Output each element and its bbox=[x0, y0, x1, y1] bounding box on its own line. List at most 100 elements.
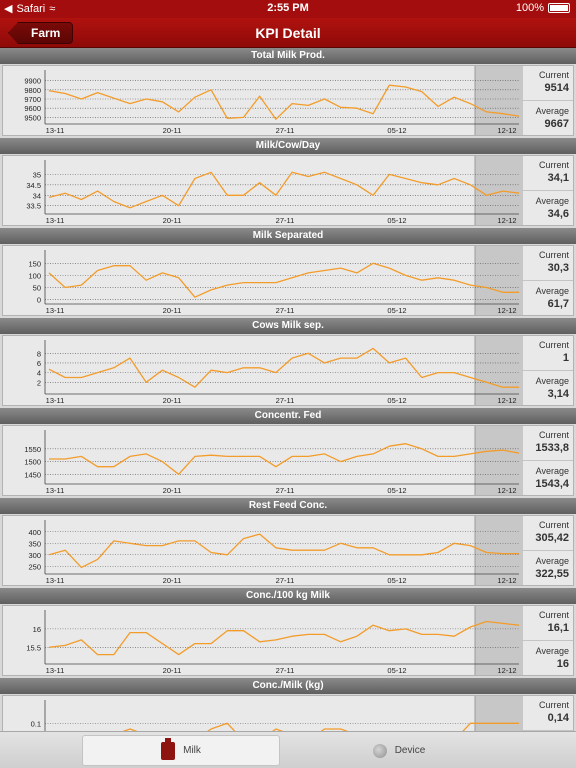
average-value: 34,6 bbox=[547, 208, 569, 220]
y-tick-label: 15.5 bbox=[26, 643, 41, 652]
x-tick-label: 27-11 bbox=[276, 216, 295, 225]
y-tick-label: 8 bbox=[37, 349, 41, 358]
y-tick-label: 34 bbox=[33, 191, 41, 200]
current-label: Current bbox=[538, 340, 569, 350]
y-tick-label: 9900 bbox=[24, 77, 41, 86]
kpi-stats: Current 9514 Average 9667 bbox=[521, 66, 573, 135]
series-line bbox=[48, 620, 520, 656]
status-left: ◀ Safari ≈ bbox=[4, 2, 56, 16]
series-line bbox=[48, 262, 519, 298]
tab-milk[interactable]: Milk bbox=[82, 735, 280, 766]
kpi-panel[interactable]: Total Milk Prod. 9500 9600 9700 9800 9900 13-1… bbox=[0, 48, 576, 138]
current-period-shade bbox=[475, 66, 523, 135]
y-tick-label: 9500 bbox=[24, 113, 41, 122]
kpi-line-chart: 0 50 100 150 13-11 20-11 27-11 05-12 12-12 bbox=[28, 246, 523, 315]
x-tick-label: 12-12 bbox=[497, 486, 516, 495]
current-value: 0,14 bbox=[547, 712, 569, 724]
series-line bbox=[122, 722, 519, 731]
x-tick-label: 27-11 bbox=[276, 126, 295, 135]
y-tick-label: 350 bbox=[28, 539, 41, 548]
x-tick-label: 20-11 bbox=[163, 396, 182, 405]
x-tick-label: 20-11 bbox=[163, 486, 182, 495]
kpi-panel[interactable]: Milk Separated 0 50 100 150 13-11 20-11 27-11 05… bbox=[0, 228, 576, 318]
kpi-list[interactable]: Total Milk Prod. 9500 9600 9700 9800 9900 13-1… bbox=[0, 48, 576, 731]
current-period-shade bbox=[475, 246, 523, 315]
y-tick-label: 33.5 bbox=[26, 202, 41, 211]
wifi-icon: ≈ bbox=[49, 2, 56, 15]
current-label: Current bbox=[538, 700, 569, 710]
x-tick-label: 20-11 bbox=[163, 306, 182, 315]
current-label: Current bbox=[538, 160, 569, 170]
kpi-panel-title: Total Milk Prod. bbox=[0, 48, 576, 64]
y-tick-label: 250 bbox=[28, 562, 41, 571]
y-tick-label: 1450 bbox=[24, 470, 41, 479]
x-tick-label: 12-12 bbox=[497, 126, 516, 135]
y-tick-label: 9700 bbox=[24, 95, 41, 104]
y-tick-label: 100 bbox=[28, 271, 41, 280]
stats-divider bbox=[521, 730, 573, 731]
x-tick-label: 05-12 bbox=[387, 396, 406, 405]
current-value: 9514 bbox=[544, 82, 569, 94]
back-to-app-icon[interactable]: ◀ bbox=[4, 3, 13, 15]
series-line bbox=[48, 533, 519, 569]
kpi-stats: Current 34,1 Average 34,6 bbox=[521, 156, 573, 225]
x-tick-label: 13-11 bbox=[46, 486, 65, 495]
x-tick-label: 05-12 bbox=[387, 216, 406, 225]
x-tick-label: 13-11 bbox=[46, 396, 65, 405]
x-tick-label: 27-11 bbox=[276, 666, 295, 675]
x-tick-label: 05-12 bbox=[387, 486, 406, 495]
current-label: Current bbox=[538, 250, 569, 260]
tab-device[interactable]: Device bbox=[300, 735, 498, 766]
current-period-shade bbox=[475, 336, 523, 405]
kpi-panel[interactable]: Rest Feed Conc. 250 300 350 400 13-11 20-11 27-… bbox=[0, 498, 576, 588]
average-value: 9667 bbox=[544, 118, 569, 130]
kpi-panel-title: Conc./100 kg Milk bbox=[0, 588, 576, 604]
kpi-panel[interactable]: Milk/Cow/Day 33.5 34 34.5 35 13-11 20-11 27-11 0… bbox=[0, 138, 576, 228]
current-label: Current bbox=[538, 430, 569, 440]
kpi-line-chart: 1450 1500 1550 13-11 20-11 27-11 05-12 12-12 bbox=[24, 426, 523, 495]
x-tick-label: 12-12 bbox=[497, 576, 516, 585]
x-tick-label: 27-11 bbox=[276, 576, 295, 585]
y-tick-label: 0.1 bbox=[31, 719, 41, 728]
tab-bar: Milk Device bbox=[0, 731, 576, 768]
kpi-stats: Current 30,3 Average 61,7 bbox=[521, 246, 573, 315]
series-line bbox=[48, 171, 520, 209]
tab-device-label: Device bbox=[394, 745, 426, 756]
kpi-panel-body: 33.5 34 34.5 35 13-11 20-11 27-11 05-12 12-12 Cur… bbox=[2, 155, 574, 226]
kpi-panel[interactable]: Concentr. Fed 1450 1500 1550 13-11 20-11 27-11… bbox=[0, 408, 576, 498]
back-button[interactable]: Farm bbox=[8, 22, 74, 44]
current-value: 30,3 bbox=[547, 262, 569, 274]
kpi-stats: Current 1533,8 Average 1543,4 bbox=[521, 426, 573, 495]
kpi-panel-body: 9500 9600 9700 9800 9900 13-11 20-11 27-11 05-12… bbox=[2, 65, 574, 136]
kpi-line-chart: 15.5 16 13-11 20-11 27-11 05-12 12-12 bbox=[26, 606, 523, 675]
x-tick-label: 13-11 bbox=[46, 306, 65, 315]
kpi-panel[interactable]: Conc./100 kg Milk 15.5 16 13-11 20-11 27-11 05… bbox=[0, 588, 576, 678]
y-tick-label: 150 bbox=[28, 259, 41, 268]
x-tick-label: 20-11 bbox=[163, 666, 182, 675]
x-tick-label: 05-12 bbox=[387, 306, 406, 315]
kpi-stats: Current 305,42 Average 322,55 bbox=[521, 516, 573, 585]
y-tick-label: 16 bbox=[33, 625, 41, 634]
average-label: Average bbox=[535, 556, 569, 566]
average-value: 322,55 bbox=[535, 568, 569, 580]
x-tick-label: 13-11 bbox=[46, 216, 65, 225]
x-tick-label: 20-11 bbox=[163, 576, 182, 585]
kpi-panel-body: 0 50 100 150 13-11 20-11 27-11 05-12 12-12 Curren… bbox=[2, 245, 574, 316]
status-bar: ◀ Safari ≈ 2:55 PM 100% bbox=[0, 0, 576, 18]
x-tick-label: 27-11 bbox=[276, 306, 295, 315]
kpi-panel-body: 250 300 350 400 13-11 20-11 27-11 05-12 12-12 Cur… bbox=[2, 515, 574, 586]
kpi-panel[interactable]: Cows Milk sep. 2 4 6 8 13-11 20-11 27-11 05-12 12… bbox=[0, 318, 576, 408]
y-tick-label: 300 bbox=[28, 551, 41, 560]
x-tick-label: 27-11 bbox=[276, 486, 295, 495]
kpi-panel-title: Conc./Milk (kg) bbox=[0, 678, 576, 694]
kpi-panel[interactable]: Conc./Milk (kg) 0.113-1120-1127-1105-1212… bbox=[0, 678, 576, 731]
stats-divider bbox=[521, 550, 573, 551]
kpi-panel-body: 2 4 6 8 13-11 20-11 27-11 05-12 12-12 Current 1 Ave… bbox=[2, 335, 574, 406]
kpi-panel-title: Milk/Cow/Day bbox=[0, 138, 576, 154]
x-tick-label: 20-11 bbox=[163, 126, 182, 135]
x-tick-label: 12-12 bbox=[497, 216, 516, 225]
average-value: 61,7 bbox=[547, 298, 569, 310]
x-tick-label: 05-12 bbox=[387, 126, 406, 135]
